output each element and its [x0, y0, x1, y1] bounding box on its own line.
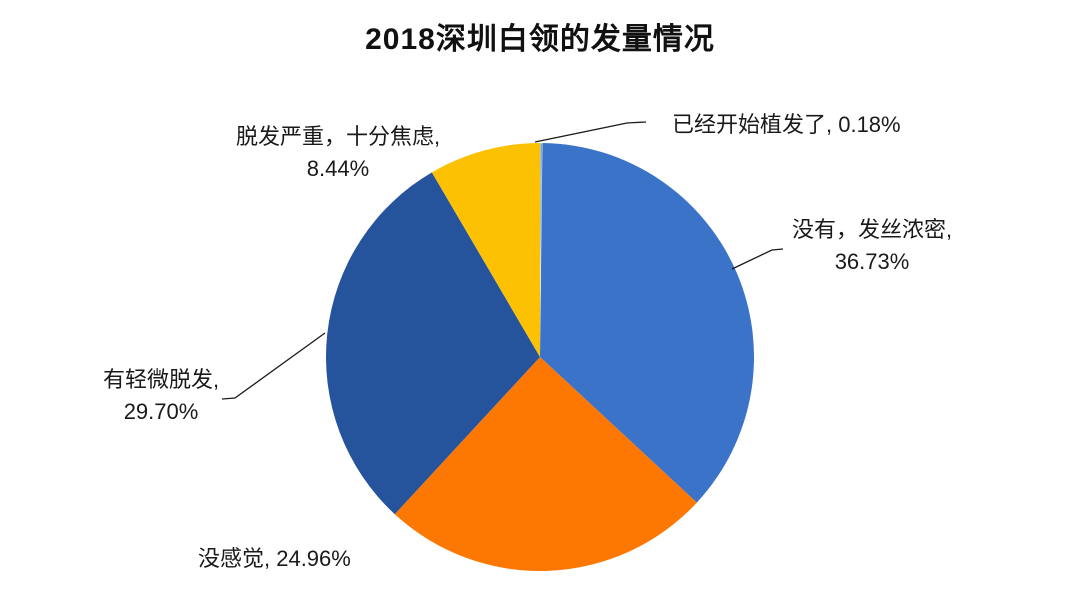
label-dense: 没有，发丝浓密, 36.73% [757, 214, 987, 278]
pie-slice-dense [540, 143, 755, 503]
label-dense-line1: 没有，发丝浓密, [791, 217, 953, 242]
pie-slice-slight [326, 172, 540, 515]
label-slight-line2: 29.70% [123, 399, 199, 424]
label-slight: 有轻微脱发, 29.70% [56, 364, 266, 428]
leader-line-transplant [534, 121, 647, 143]
label-slight-line1: 有轻微脱发, [102, 367, 220, 392]
label-severe-line1: 脱发严重，十分焦虑, [235, 124, 441, 149]
pie-slices [326, 142, 755, 572]
leader-line-slight [221, 332, 326, 400]
label-nofeel-text: 没感觉, 24.96% [198, 546, 351, 571]
chart-title: 2018深圳白领的发量情况 [365, 23, 715, 56]
leader-line-dense [731, 248, 784, 270]
pie-slice-severe [431, 142, 541, 357]
label-transplant-text: 已经开始植发了, 0.18% [672, 112, 901, 137]
label-transplant: 已经开始植发了, 0.18% [672, 109, 901, 141]
label-nofeel: 没感觉, 24.96% [198, 543, 351, 575]
label-severe: 脱发严重，十分焦虑, 8.44% [213, 121, 463, 185]
leader-lines [221, 121, 784, 400]
label-severe-line2: 8.44% [306, 156, 370, 181]
pie-slice-nofeel [394, 357, 697, 572]
label-dense-line2: 36.73% [834, 249, 910, 274]
